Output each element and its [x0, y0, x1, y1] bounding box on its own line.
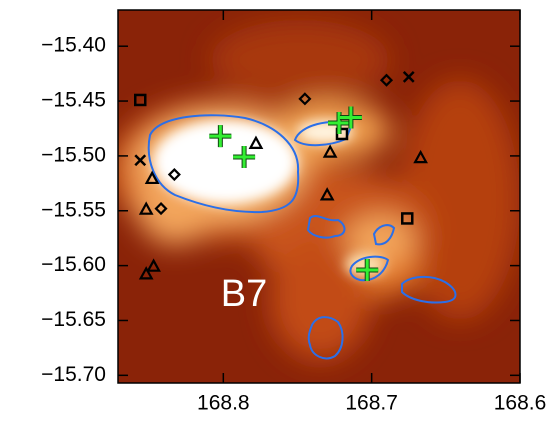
marker [298, 92, 312, 106]
marker [248, 135, 264, 149]
marker [138, 201, 154, 215]
marker [413, 149, 428, 164]
y-tick-label: −15.40 [41, 34, 106, 57]
y-tick-label: −15.65 [41, 308, 106, 331]
plot-frame [117, 9, 521, 384]
marker [319, 187, 335, 201]
annotation: B7 [221, 273, 267, 315]
marker [356, 259, 379, 282]
y-tick-label: −15.60 [41, 253, 106, 276]
y-tick-label: −15.50 [41, 143, 106, 166]
heatmap: B7 [118, 10, 520, 383]
contours [147, 114, 457, 360]
y-tick-label: −15.45 [41, 89, 106, 112]
marker [402, 71, 415, 83]
marker [328, 111, 351, 134]
marker [154, 202, 168, 216]
marker [339, 106, 362, 129]
marker [233, 146, 256, 169]
marker [322, 144, 338, 158]
marker [138, 266, 154, 280]
marker [134, 154, 147, 167]
x-tick-label: 168.6 [494, 392, 547, 415]
x-tick-label: 168.8 [197, 392, 250, 415]
marker [167, 168, 181, 182]
marker [209, 125, 232, 148]
y-tick-label: −15.55 [41, 198, 106, 221]
marker [144, 170, 160, 185]
marker [379, 73, 394, 87]
marker [134, 93, 147, 107]
marker [401, 212, 414, 225]
marker [146, 258, 161, 272]
x-tick-label: 168.7 [345, 392, 398, 415]
y-tick-label: −15.70 [41, 363, 106, 386]
